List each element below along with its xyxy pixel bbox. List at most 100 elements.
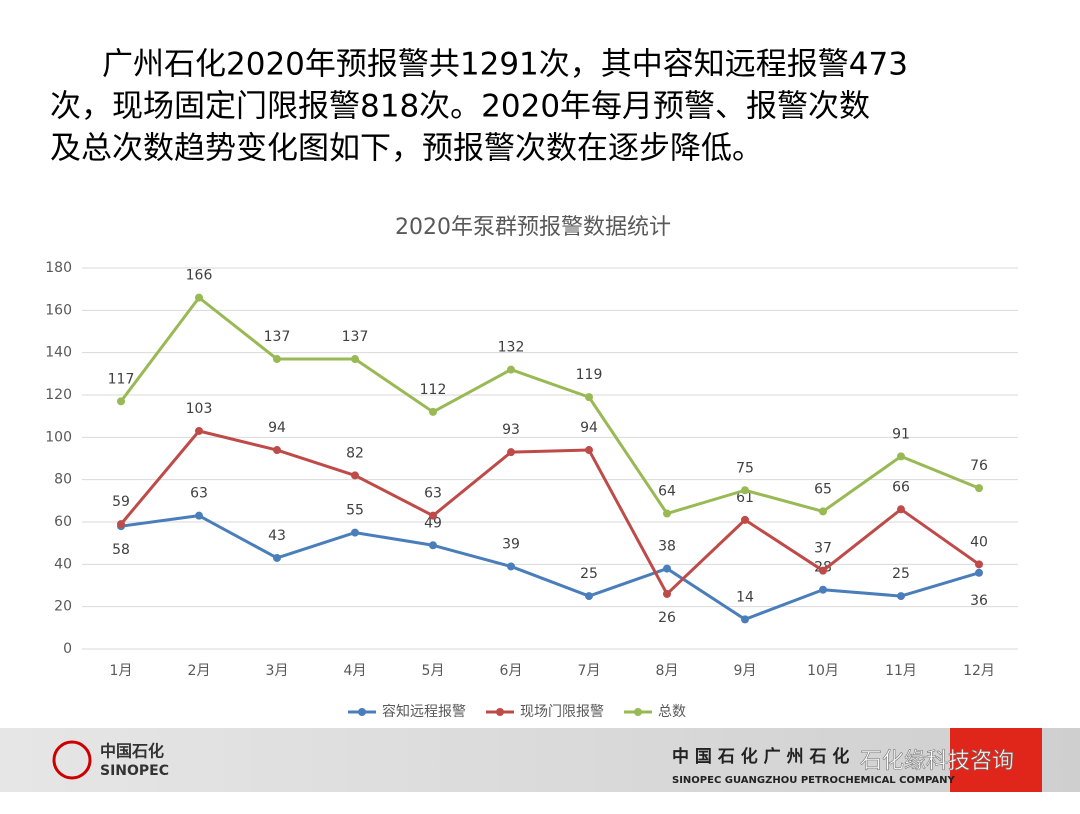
- y-tick-label: 120: [45, 387, 72, 403]
- y-tick-label: 60: [54, 514, 72, 530]
- data-point: [117, 520, 125, 529]
- slide-text: 及总次数趋势变化图如下，预报警次数在逐步降低。: [50, 131, 763, 167]
- data-point: [585, 393, 593, 402]
- data-label: 117: [108, 371, 135, 387]
- data-label: 14: [736, 589, 754, 605]
- y-tick-label: 140: [45, 345, 72, 361]
- legend-marker: [358, 708, 366, 716]
- data-point: [429, 541, 437, 550]
- y-tick-label: 0: [63, 641, 72, 657]
- data-label: 132: [498, 340, 525, 356]
- data-label: 65: [814, 481, 832, 497]
- data-point: [975, 560, 983, 569]
- x-tick-label: 4月: [344, 663, 367, 679]
- x-tick-label: 8月: [656, 663, 679, 679]
- data-point: [663, 509, 671, 518]
- data-label: 43: [268, 528, 286, 544]
- series-line: [119, 296, 980, 516]
- x-tick-label: 9月: [734, 663, 757, 679]
- slide-text: 次，现场固定门限报警818次。2020年每月预警、报警次数: [50, 89, 870, 125]
- data-point: [273, 553, 281, 562]
- y-tick-label: 100: [45, 429, 72, 445]
- data-point: [897, 452, 905, 461]
- data-point: [819, 585, 827, 594]
- footer-band: [0, 728, 1080, 792]
- data-point: [117, 397, 125, 406]
- y-tick-label: 160: [45, 302, 72, 318]
- data-label: 38: [658, 539, 676, 555]
- x-tick-label: 5月: [422, 663, 445, 679]
- data-label: 93: [502, 422, 520, 438]
- data-label: 119: [576, 367, 603, 383]
- data-point: [273, 355, 281, 364]
- data-label: 91: [892, 426, 910, 442]
- data-label: 55: [346, 503, 364, 519]
- x-tick-label: 12月: [963, 663, 995, 679]
- x-tick-label: 3月: [266, 663, 289, 679]
- company-en: SINOPEC GUANGZHOU PETROCHEMICAL COMPANY: [672, 775, 955, 786]
- legend-label: 总数: [658, 704, 686, 720]
- data-point: [195, 293, 203, 302]
- data-point: [351, 355, 359, 364]
- data-label: 59: [112, 494, 130, 510]
- data-point: [975, 568, 983, 577]
- data-label: 25: [580, 566, 598, 582]
- data-point: [429, 511, 437, 520]
- logo-icon: [52, 740, 92, 780]
- data-label: 76: [970, 458, 988, 474]
- data-label: 82: [346, 445, 364, 461]
- data-point: [507, 448, 515, 457]
- series-line: [120, 514, 980, 621]
- data-label: 26: [658, 610, 676, 626]
- logo-cn: 中国石化: [100, 742, 164, 761]
- data-point: [897, 592, 905, 601]
- data-point: [741, 486, 749, 495]
- x-tick-label: 11月: [885, 663, 917, 679]
- data-label: 40: [970, 534, 988, 550]
- data-label: 63: [190, 486, 208, 502]
- data-point: [741, 615, 749, 624]
- logo-en: SINOPEC: [100, 763, 169, 779]
- data-point: [585, 592, 593, 601]
- data-point: [663, 564, 671, 573]
- data-point: [741, 515, 749, 524]
- data-label: 94: [580, 420, 598, 436]
- data-point: [195, 511, 203, 520]
- data-label: 36: [970, 593, 988, 609]
- y-tick-label: 180: [45, 260, 72, 276]
- data-point: [585, 446, 593, 455]
- x-tick-label: 2月: [188, 663, 211, 679]
- slide-text: 广州石化2020年预报警共1291次，其中容知远程报警473: [102, 47, 908, 83]
- data-label: 58: [112, 542, 130, 558]
- data-point: [195, 426, 203, 435]
- data-label: 39: [502, 536, 520, 552]
- data-point: [351, 528, 359, 537]
- data-label: 166: [186, 268, 213, 284]
- y-tick-label: 20: [54, 599, 72, 615]
- legend-label: 容知远程报警: [382, 703, 466, 720]
- data-label: 25: [892, 566, 910, 582]
- x-tick-label: 7月: [578, 663, 601, 679]
- data-point: [897, 505, 905, 514]
- data-label: 61: [736, 490, 754, 506]
- data-point: [819, 566, 827, 575]
- legend-label: 现场门限报警: [520, 704, 604, 720]
- data-label: 37: [814, 541, 832, 557]
- data-label: 64: [658, 484, 676, 500]
- chart-title: 2020年泵群预报警数据统计: [395, 215, 671, 240]
- data-label: 103: [186, 401, 213, 417]
- company-cn: 中 国 石 化 广 州 石 化: [672, 746, 849, 767]
- y-tick-label: 80: [54, 472, 72, 488]
- footer-red-box: [950, 728, 1042, 792]
- data-label: 94: [268, 420, 286, 436]
- data-point: [507, 365, 515, 374]
- legend-marker: [496, 708, 504, 716]
- data-label: 137: [342, 329, 369, 345]
- x-tick-label: 6月: [500, 663, 523, 679]
- data-point: [663, 589, 671, 598]
- data-point: [507, 562, 515, 571]
- y-tick-label: 40: [54, 556, 72, 572]
- data-label: 63: [424, 486, 442, 502]
